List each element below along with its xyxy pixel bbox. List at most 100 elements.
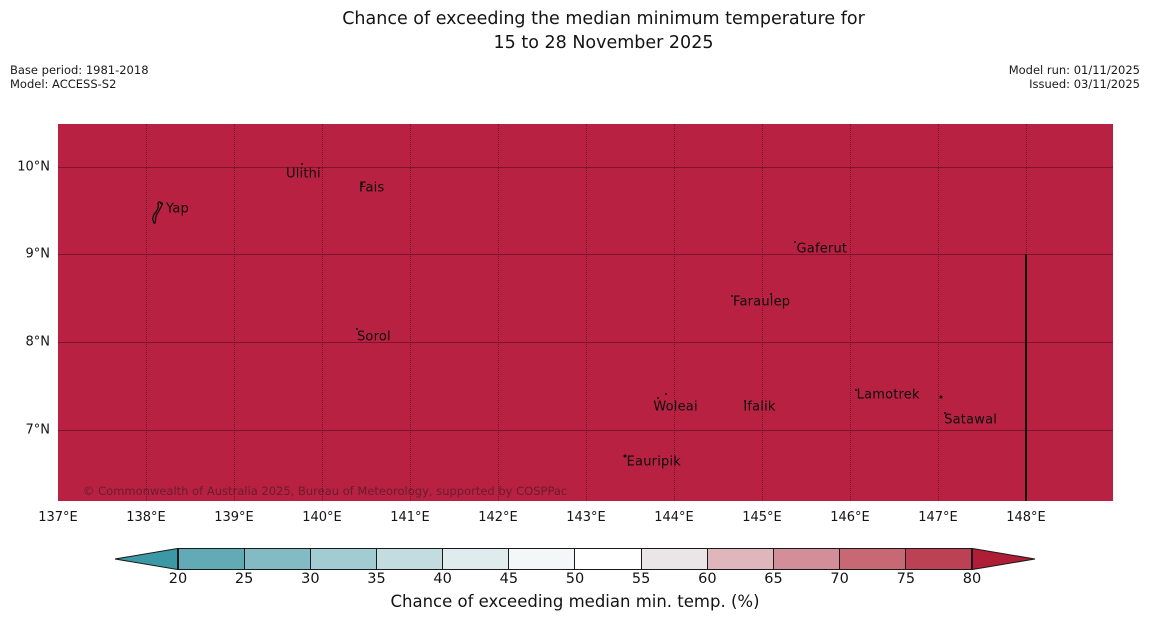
y-axis-tick-label: 8°N: [25, 334, 51, 350]
x-axis-tick-label: 142°E: [478, 510, 518, 525]
copyright-text: © Commonwealth of Australia 2025, Bureau…: [83, 484, 568, 498]
island-label: Gaferut: [796, 241, 848, 257]
lon-gridline: [674, 124, 675, 501]
y-axis-tick-label: 10°N: [17, 159, 50, 175]
colorbar-tick-label: 50: [565, 571, 585, 587]
x-axis-labels: 137°E 138°E 139°E 140°E 141°E 142°E 143°E 144°E…: [38, 510, 1113, 528]
y-axis-tick-label: 9°N: [25, 246, 51, 262]
island-marker-dot: [770, 293, 773, 296]
island-marker-dot: [355, 328, 358, 331]
lon-gridline: [585, 124, 587, 501]
title-line-2: 15 to 28 November 2025: [493, 32, 714, 53]
lon-gridline: [937, 124, 939, 501]
island-marker-dot: [664, 393, 667, 396]
island-marker-dot: [939, 395, 943, 399]
x-axis-tick-label: 138°E: [126, 510, 166, 525]
colorbar-segments: [178, 548, 972, 570]
x-axis-tick-label: 140°E: [302, 510, 342, 525]
y-axis-labels: 10°N 9°N 8°N 7°N: [0, 124, 50, 501]
island-marker-dot: [360, 183, 363, 186]
x-axis-tick-label: 148°E: [1006, 510, 1046, 525]
colorbar-tick-label: 30: [301, 571, 320, 587]
colorbar-segment: [838, 549, 905, 569]
map-canvas: Yap Ulithi Fais Gaferut Faraulep Sorol Woleai I…: [58, 124, 1113, 501]
model-run-text: Model run: 01/11/2025: [1008, 63, 1140, 77]
colorbar-tick-label: 25: [234, 571, 254, 587]
island-marker-dot: [743, 399, 746, 402]
colorbar-axis-label: Chance of exceeding median min. temp. (%…: [390, 592, 760, 611]
colorbar-tick-label: 70: [830, 571, 849, 587]
lon-gridline: [322, 124, 323, 501]
colorbar-segment: [244, 549, 311, 569]
colorbar-tick-label: 65: [764, 571, 783, 587]
colorbar-tick-label: 60: [698, 571, 717, 587]
colorbar-tick-label: 75: [896, 571, 916, 587]
title-line-1: Chance of exceeding the median minimum t…: [342, 9, 865, 29]
colorbar-segment: [508, 549, 575, 569]
colorbar-segment: [178, 549, 245, 569]
x-axis-tick-label: 137°E: [38, 510, 78, 525]
lat-gridline: [58, 341, 1113, 343]
island-label: Ifalik: [743, 399, 776, 415]
island-label: Sorol: [356, 329, 391, 345]
island-marker-dot: [794, 241, 797, 244]
lon-gridline: [233, 124, 235, 501]
meta-right: Model run: 01/11/2025 Issued: 03/11/2025: [1009, 63, 1140, 91]
colorbar-segment: [442, 549, 509, 569]
colorbar-tick-labels: 20 25 30 35 40 45 50 55 60 65 70 75 80: [169, 571, 981, 591]
colorbar-segment: [772, 549, 839, 569]
meta-left: Base period: 1981-2018 Model: ACCESS-S2: [10, 63, 149, 91]
colorbar-segment: [574, 549, 641, 569]
island-marker-dot: [623, 454, 627, 458]
colorbar-tick-label: 35: [367, 571, 386, 587]
island-label: Yap: [166, 201, 190, 217]
model-text: Model: ACCESS-S2: [10, 77, 117, 92]
x-axis-tick-label: 139°E: [214, 510, 254, 525]
island-label: Eauripik: [626, 454, 682, 470]
island-marker-dot: [944, 412, 947, 415]
issued-text: Issued: 03/11/2025: [1029, 77, 1140, 92]
lon-gridline: [849, 124, 851, 501]
base-period-text: Base period: 1981-2018: [10, 63, 149, 77]
colorbar-segment: [310, 549, 377, 569]
lat-gridline: [58, 253, 1113, 255]
x-axis-tick-label: 146°E: [830, 510, 870, 525]
x-axis-tick-label: 141°E: [390, 510, 430, 525]
page-title: Chance of exceeding the median minimum t…: [57, 8, 1150, 55]
y-axis-tick-label: 7°N: [25, 422, 51, 438]
island-label: Satawal: [944, 412, 998, 428]
x-axis-tick-label: 145°E: [742, 510, 782, 525]
lon-gridline: [145, 124, 147, 501]
colorbar-right-arrow: [972, 548, 1036, 570]
island-label: Fais: [358, 180, 385, 196]
island-label: Ulithi: [285, 166, 321, 182]
island-label: Woleai: [653, 399, 698, 415]
x-axis-tick-label: 143°E: [566, 510, 606, 525]
colorbar-segment: [640, 549, 707, 569]
colorbar-tick-label: 55: [631, 571, 651, 587]
island-label: Lamotrek: [856, 387, 920, 403]
lon-gridline: [497, 124, 499, 501]
colorbar-tick-label: 45: [499, 571, 519, 587]
lon-gridline: [762, 124, 763, 501]
region-boundary-line: [1025, 253, 1027, 501]
lat-gridline: [58, 167, 1113, 169]
lon-gridline: [410, 124, 411, 501]
island-marker-dot: [657, 397, 660, 400]
colorbar-segment: [904, 549, 972, 569]
island-marker-dot: [854, 389, 857, 392]
x-axis-tick-label: 147°E: [918, 510, 958, 525]
island-marker-dot: [731, 294, 734, 297]
island-marker-dot: [300, 162, 303, 165]
yap-island-shape: [152, 201, 163, 224]
colorbar-tick-label: 80: [962, 571, 982, 587]
colorbar-segment: [706, 549, 773, 569]
colorbar-segment: [376, 549, 443, 569]
colorbar-tick-label: 40: [433, 571, 452, 587]
island-label: Faraulep: [732, 294, 791, 310]
x-axis-tick-label: 144°E: [654, 510, 694, 525]
colorbar: [114, 548, 1036, 570]
lat-gridline: [58, 430, 1113, 431]
colorbar-left-arrow: [114, 548, 178, 570]
